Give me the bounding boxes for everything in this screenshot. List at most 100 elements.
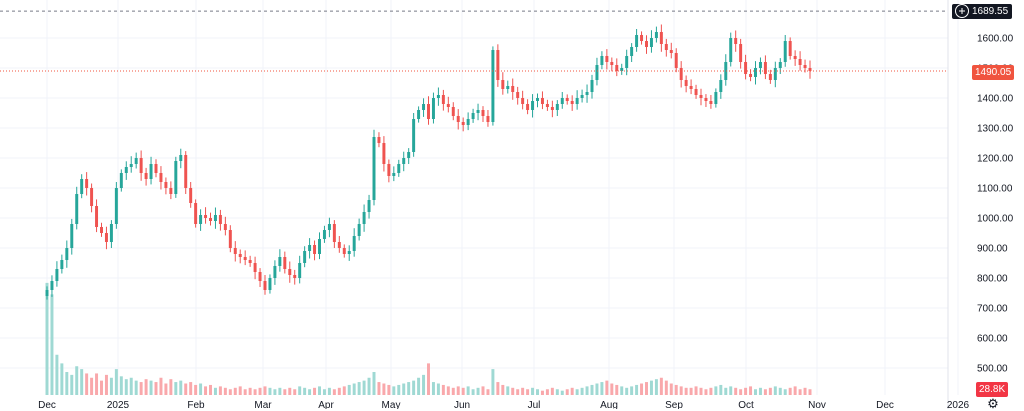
candle-body	[387, 164, 391, 176]
candle-body	[734, 38, 738, 44]
volume-bar	[540, 390, 544, 395]
candle-body	[773, 68, 777, 80]
volume-bar	[773, 386, 777, 395]
candle-body	[441, 95, 445, 104]
volume-bar	[749, 386, 753, 395]
candle-body	[630, 47, 634, 56]
candle-body	[491, 50, 495, 122]
candle-body	[709, 101, 713, 104]
volume-bar	[159, 377, 163, 395]
volume-bar	[233, 387, 237, 395]
candle-body	[560, 98, 564, 104]
candle-body	[352, 236, 356, 251]
x-tick-label: Feb	[187, 400, 205, 409]
gear-icon[interactable]: ⚙	[987, 396, 999, 411]
y-tick-label: 900.00	[977, 244, 1008, 255]
volume-bar	[427, 363, 430, 395]
candle-body	[60, 260, 64, 269]
volume-bar	[228, 389, 232, 395]
volume-bar	[253, 389, 257, 395]
candle-body	[600, 56, 604, 65]
volume-bar	[139, 382, 143, 395]
candle-body	[218, 215, 222, 224]
volume-bar	[526, 389, 530, 395]
plus-circle-icon[interactable]	[955, 4, 969, 18]
candle-body	[481, 110, 485, 116]
candle-body	[526, 104, 530, 110]
volume-bar	[808, 389, 812, 395]
volume-bar	[734, 387, 738, 395]
x-tick-label: Apr	[318, 400, 334, 409]
candle-body	[704, 98, 708, 101]
candle-body	[768, 74, 772, 80]
candle-body	[714, 92, 718, 104]
x-tick-label: 2025	[107, 400, 130, 409]
volume-bar	[342, 386, 346, 395]
candle-body	[174, 161, 178, 194]
candle-body	[129, 164, 133, 167]
volume-bar	[521, 387, 525, 395]
y-tick-label: 1000.00	[977, 214, 1014, 225]
candle-body	[119, 173, 123, 188]
candle-body	[427, 104, 430, 119]
candle-body	[392, 173, 396, 176]
volume-bar	[298, 386, 302, 395]
candle-body	[253, 263, 257, 272]
volume-bar	[60, 363, 64, 395]
candle-body	[228, 230, 232, 248]
volume-bar	[536, 389, 539, 395]
last-volume-badge: 28.8K	[976, 382, 1009, 397]
candle-body	[590, 80, 594, 92]
candle-body	[585, 92, 589, 95]
volume-bar	[625, 387, 629, 395]
volume-bar	[763, 389, 767, 395]
candle-body	[283, 257, 287, 269]
volume-bar	[273, 389, 277, 395]
candle-body	[144, 173, 148, 179]
volume-bar	[204, 386, 208, 395]
volume-bar	[471, 389, 475, 395]
candle-body	[164, 182, 168, 188]
candle-body	[625, 56, 629, 68]
volume-bar	[803, 387, 807, 395]
candle-body	[436, 95, 440, 98]
volume-bar	[100, 380, 103, 395]
volume-bar	[575, 389, 579, 395]
volume-bar	[531, 387, 535, 395]
volume-bar	[560, 390, 564, 395]
candle-body	[545, 104, 549, 107]
candle-body	[461, 122, 465, 125]
candle-body	[605, 56, 609, 62]
volume-bar	[545, 389, 549, 395]
candle-body	[70, 224, 74, 248]
volume-bar	[318, 386, 321, 395]
volume-bar	[684, 387, 688, 395]
candle-body	[689, 86, 693, 89]
volume-bars	[45, 282, 812, 395]
volume-bar	[758, 387, 762, 395]
volume-bar	[392, 386, 396, 395]
last-price-badge: 1490.05	[972, 65, 1015, 80]
volume-bar	[768, 387, 772, 395]
y-tick-label: 1400.00	[977, 94, 1014, 105]
candle-body	[199, 215, 203, 224]
price-axis[interactable]: 1600.001500.001400.001300.001200.001100.…	[977, 34, 1014, 375]
y-tick-label: 1300.00	[977, 124, 1014, 135]
volume-bar	[674, 384, 678, 395]
volume-bar	[194, 384, 198, 395]
time-axis[interactable]: Dec 2025 Feb Mar Apr May Jun Jul Aug Sep Oct Nov Dec…	[38, 400, 969, 409]
candle-body	[635, 35, 639, 47]
volume-bar	[600, 382, 604, 395]
candle-body	[327, 224, 331, 230]
volume-bar	[109, 377, 113, 395]
volume-bar	[85, 373, 89, 395]
candle-body	[298, 263, 302, 278]
volume-bar	[104, 374, 108, 395]
volume-bar	[744, 387, 748, 395]
candle-body	[293, 275, 297, 278]
candle-body	[412, 119, 416, 152]
candle-body	[134, 158, 138, 164]
candle-body	[496, 50, 500, 80]
candle-body	[50, 281, 54, 290]
